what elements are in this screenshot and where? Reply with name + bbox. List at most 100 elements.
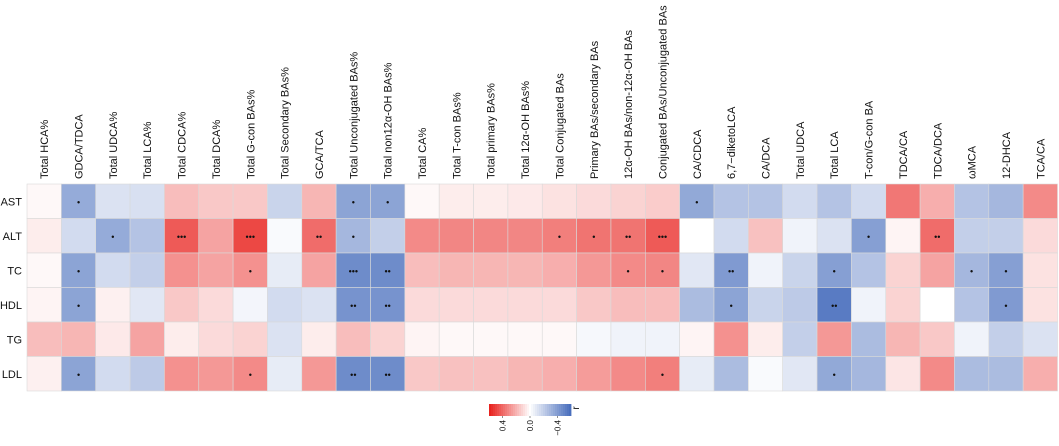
column-label: Total LCA% [142, 121, 154, 179]
colorbar-segment [553, 404, 556, 416]
significance-marker: • [730, 301, 733, 311]
column-label: T-con/G-con BA [864, 100, 876, 179]
heatmap-cell [61, 183, 96, 219]
significance-marker: • [77, 197, 80, 207]
heatmap-cell [644, 252, 680, 288]
significance-marker: • [249, 370, 252, 380]
heatmap-cell [438, 321, 474, 357]
colorbar-segment [505, 404, 508, 416]
heatmap-cell [954, 218, 990, 254]
significance-marker: • [77, 301, 80, 311]
colorbar-segment [491, 404, 494, 416]
column-label: Total Secondary BAs% [280, 67, 292, 179]
heatmap-cell [541, 252, 577, 288]
significance-marker: • [833, 370, 836, 380]
heatmap-cell [576, 287, 612, 323]
heatmap-cell [473, 321, 509, 357]
heatmap-cell [164, 356, 200, 392]
heatmap-cell [851, 183, 887, 219]
heatmap-cell [713, 218, 749, 254]
heatmap-cell [541, 287, 577, 323]
heatmap-cell [679, 321, 715, 357]
heatmap-cell [301, 321, 337, 357]
heatmap-cell [644, 321, 680, 357]
significance-marker: • [77, 266, 80, 276]
column-label: GCA/TCA [314, 129, 326, 179]
heatmap-cell [129, 356, 165, 392]
row-label: LDL [2, 369, 22, 381]
heatmap-cell [198, 218, 234, 254]
column-label: Total 12α-OH BAs% [520, 81, 532, 179]
significance-marker: •• [316, 232, 322, 242]
colorbar-segment [507, 404, 510, 416]
heatmap-cell [988, 218, 1024, 254]
heatmap-cell [610, 218, 646, 254]
colorbar-segment [511, 404, 514, 416]
row-label: AST [1, 196, 23, 208]
heatmap-cell [1022, 183, 1058, 219]
heatmap-cell [335, 356, 371, 392]
heatmap-cell [267, 321, 303, 357]
heatmap-cell [541, 321, 577, 357]
heatmap-cell [335, 183, 371, 219]
heatmap-cell [1022, 218, 1058, 254]
heatmap-cell [541, 183, 577, 219]
heatmap-cell [404, 183, 440, 219]
significance-marker: ••• [658, 232, 667, 242]
heatmap-cell [232, 321, 268, 357]
significance-marker: •• [385, 301, 391, 311]
colorbar-segment [525, 404, 528, 416]
column-label: CA/CDCA [692, 129, 704, 179]
column-label: 12α-OH BAs/non-12α-OH BAs [623, 29, 635, 179]
heatmap-cell [438, 183, 474, 219]
colorbar-segment [527, 404, 530, 416]
significance-marker: • [111, 232, 114, 242]
significance-marker: • [386, 197, 389, 207]
colorbar-segment [519, 404, 522, 416]
colorbar-segment [559, 404, 562, 416]
heatmap-cell [438, 287, 474, 323]
colorbar-segment [539, 404, 542, 416]
heatmap-cells [26, 183, 1058, 392]
significance-markers: • • • •• ••• ••• •• • • • •• ••• • ••• • ••• •• • • •• • • •• •… [77, 197, 1008, 380]
heatmap-cell [404, 287, 440, 323]
colorbar-segment [533, 404, 536, 416]
heatmap-cell [26, 252, 62, 288]
heatmap-cell [541, 218, 577, 254]
heatmap-cell [198, 183, 234, 219]
significance-marker: •• [934, 232, 940, 242]
heatmap-cell [473, 287, 509, 323]
heatmap-cell [610, 287, 646, 323]
heatmap-cell [988, 356, 1024, 392]
significance-marker: •• [350, 301, 356, 311]
heatmap-cell [301, 183, 337, 219]
colorbar-segment [495, 404, 498, 416]
colorbar-segment [535, 404, 538, 416]
heatmap-cell [164, 321, 200, 357]
heatmap-cell [129, 252, 165, 288]
column-label: 12-DHCA [1001, 131, 1013, 179]
significance-marker: • [77, 370, 80, 380]
column-label: Total CDCA% [177, 112, 189, 179]
heatmap-cell [507, 218, 543, 254]
colorbar-tick-label: 0.4 [499, 419, 508, 431]
column-label: TCA/CA [1035, 138, 1047, 179]
heatmap-cell [473, 183, 509, 219]
column-label: Total UDCA [795, 121, 807, 179]
heatmap-cell [919, 356, 955, 392]
heatmap-cell [267, 356, 303, 392]
colorbar-segment [545, 404, 548, 416]
column-label: ωMCA [967, 145, 979, 179]
heatmap-cell [748, 356, 783, 392]
heatmap-cell [919, 183, 955, 219]
heatmap-cell [713, 183, 749, 219]
heatmap-cell [919, 321, 955, 357]
heatmap-cell [576, 252, 612, 288]
heatmap-cell [919, 287, 955, 323]
heatmap-cell [679, 287, 715, 323]
heatmap-cell [507, 356, 543, 392]
heatmap-cell [301, 356, 337, 392]
heatmap-cell [576, 183, 612, 219]
heatmap-cell [816, 218, 852, 254]
